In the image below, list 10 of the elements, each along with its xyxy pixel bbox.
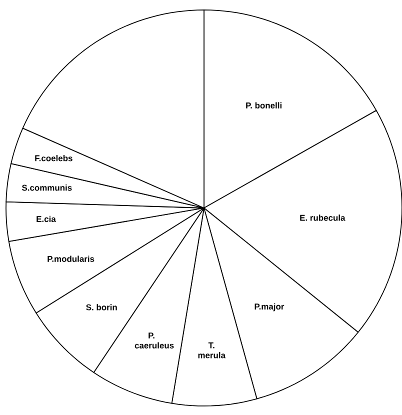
slice-label: P. bonelli bbox=[246, 102, 282, 108]
slice-label: S. borin bbox=[86, 304, 117, 310]
slice-label: T. merula bbox=[198, 342, 226, 358]
slice-label: S.communis bbox=[22, 184, 72, 191]
slice-label: P.major bbox=[254, 303, 284, 312]
slice-label: E. rubecula bbox=[300, 214, 346, 221]
slice-label: E.cia bbox=[36, 216, 56, 222]
slice-label: P.modularis bbox=[47, 256, 94, 262]
slice-label: P. caeruleus bbox=[134, 332, 174, 348]
slice-label: F.coelebs bbox=[34, 154, 72, 162]
